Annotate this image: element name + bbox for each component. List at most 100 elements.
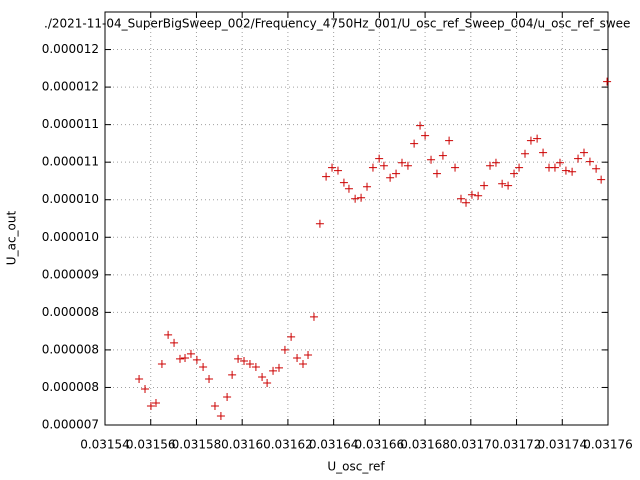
point [579,148,588,157]
point [175,354,184,363]
point [533,134,542,143]
x-tick-label: 0.03162 [263,438,313,452]
point [205,374,214,383]
point [322,172,331,181]
x-tick-label: 0.0316 [221,438,263,452]
y-tick-label: 0.000011 [42,155,99,169]
point [498,179,507,188]
point [269,366,278,375]
point [480,181,489,190]
point [592,164,601,173]
x-tick-label: 0.03164 [309,438,359,452]
point [403,161,412,170]
y-tick-label: 0.000012 [42,80,99,94]
point [539,148,548,157]
point [274,363,283,372]
point [263,378,272,387]
point [315,219,324,228]
point [416,121,425,130]
point [164,330,173,339]
point [574,154,583,163]
x-tick-label: 0.03166 [355,438,405,452]
point [421,131,430,140]
point [363,182,372,191]
point [397,158,406,167]
point [597,175,606,184]
point [561,166,570,175]
point [467,190,476,199]
point [135,374,144,383]
x-tick-label: 0.03176 [583,438,633,452]
point [287,332,296,341]
plot-border [104,11,609,426]
point [351,194,360,203]
point [328,163,337,172]
x-axis-label: U_osc_ref [327,460,385,474]
point [504,181,513,190]
point [181,353,190,362]
y-tick-label: 0.000011 [42,117,99,131]
point [293,353,302,362]
point [427,155,436,164]
point [438,151,447,160]
y-tick-label: 0.000007 [42,418,99,432]
x-tick-label: 0.03158 [172,438,222,452]
y-tick-label: 0.000008 [42,305,99,319]
point [245,359,254,368]
point [199,362,208,371]
point [526,136,535,145]
point [568,167,577,176]
y-axis-label: U_ac_out [5,211,19,266]
point [375,154,384,163]
point [585,157,594,166]
point [368,163,377,172]
point [445,136,454,145]
point [379,161,388,170]
point [510,169,519,178]
point [555,158,564,167]
chart-title: ./2021-11-04_SuperBigSweep_002/Frequency… [44,17,630,31]
y-tick-label: 0.000012 [42,42,99,56]
point [170,338,179,347]
point [474,191,483,200]
point [339,178,348,187]
point [603,77,612,86]
point [216,411,225,420]
point [486,161,495,170]
point [298,359,307,368]
point [410,139,419,148]
point [240,356,249,365]
point [357,193,366,202]
point [258,372,267,381]
x-tick-label: 0.03174 [537,438,587,452]
point [157,359,166,368]
x-tick-label: 0.03156 [126,438,176,452]
point [186,349,195,358]
point [451,163,460,172]
point [304,350,313,359]
x-tick-label: 0.03154 [80,438,130,452]
x-tick-label: 0.03168 [400,438,450,452]
point [210,402,219,411]
point [392,169,401,178]
point [386,173,395,182]
point [234,354,243,363]
point [432,169,441,178]
point [251,362,260,371]
point [223,392,232,401]
y-tick-label: 0.000008 [42,342,99,356]
point [344,184,353,193]
y-tick-label: 0.000010 [42,230,99,244]
x-tick-label: 0.0317 [450,438,492,452]
point [333,166,342,175]
point [146,402,155,411]
point [491,158,500,167]
y-tick-label: 0.000008 [42,380,99,394]
x-tick-label: 0.03172 [492,438,542,452]
point [515,163,524,172]
point [462,198,471,207]
point [309,312,318,321]
y-tick-label: 0.000009 [42,267,99,281]
